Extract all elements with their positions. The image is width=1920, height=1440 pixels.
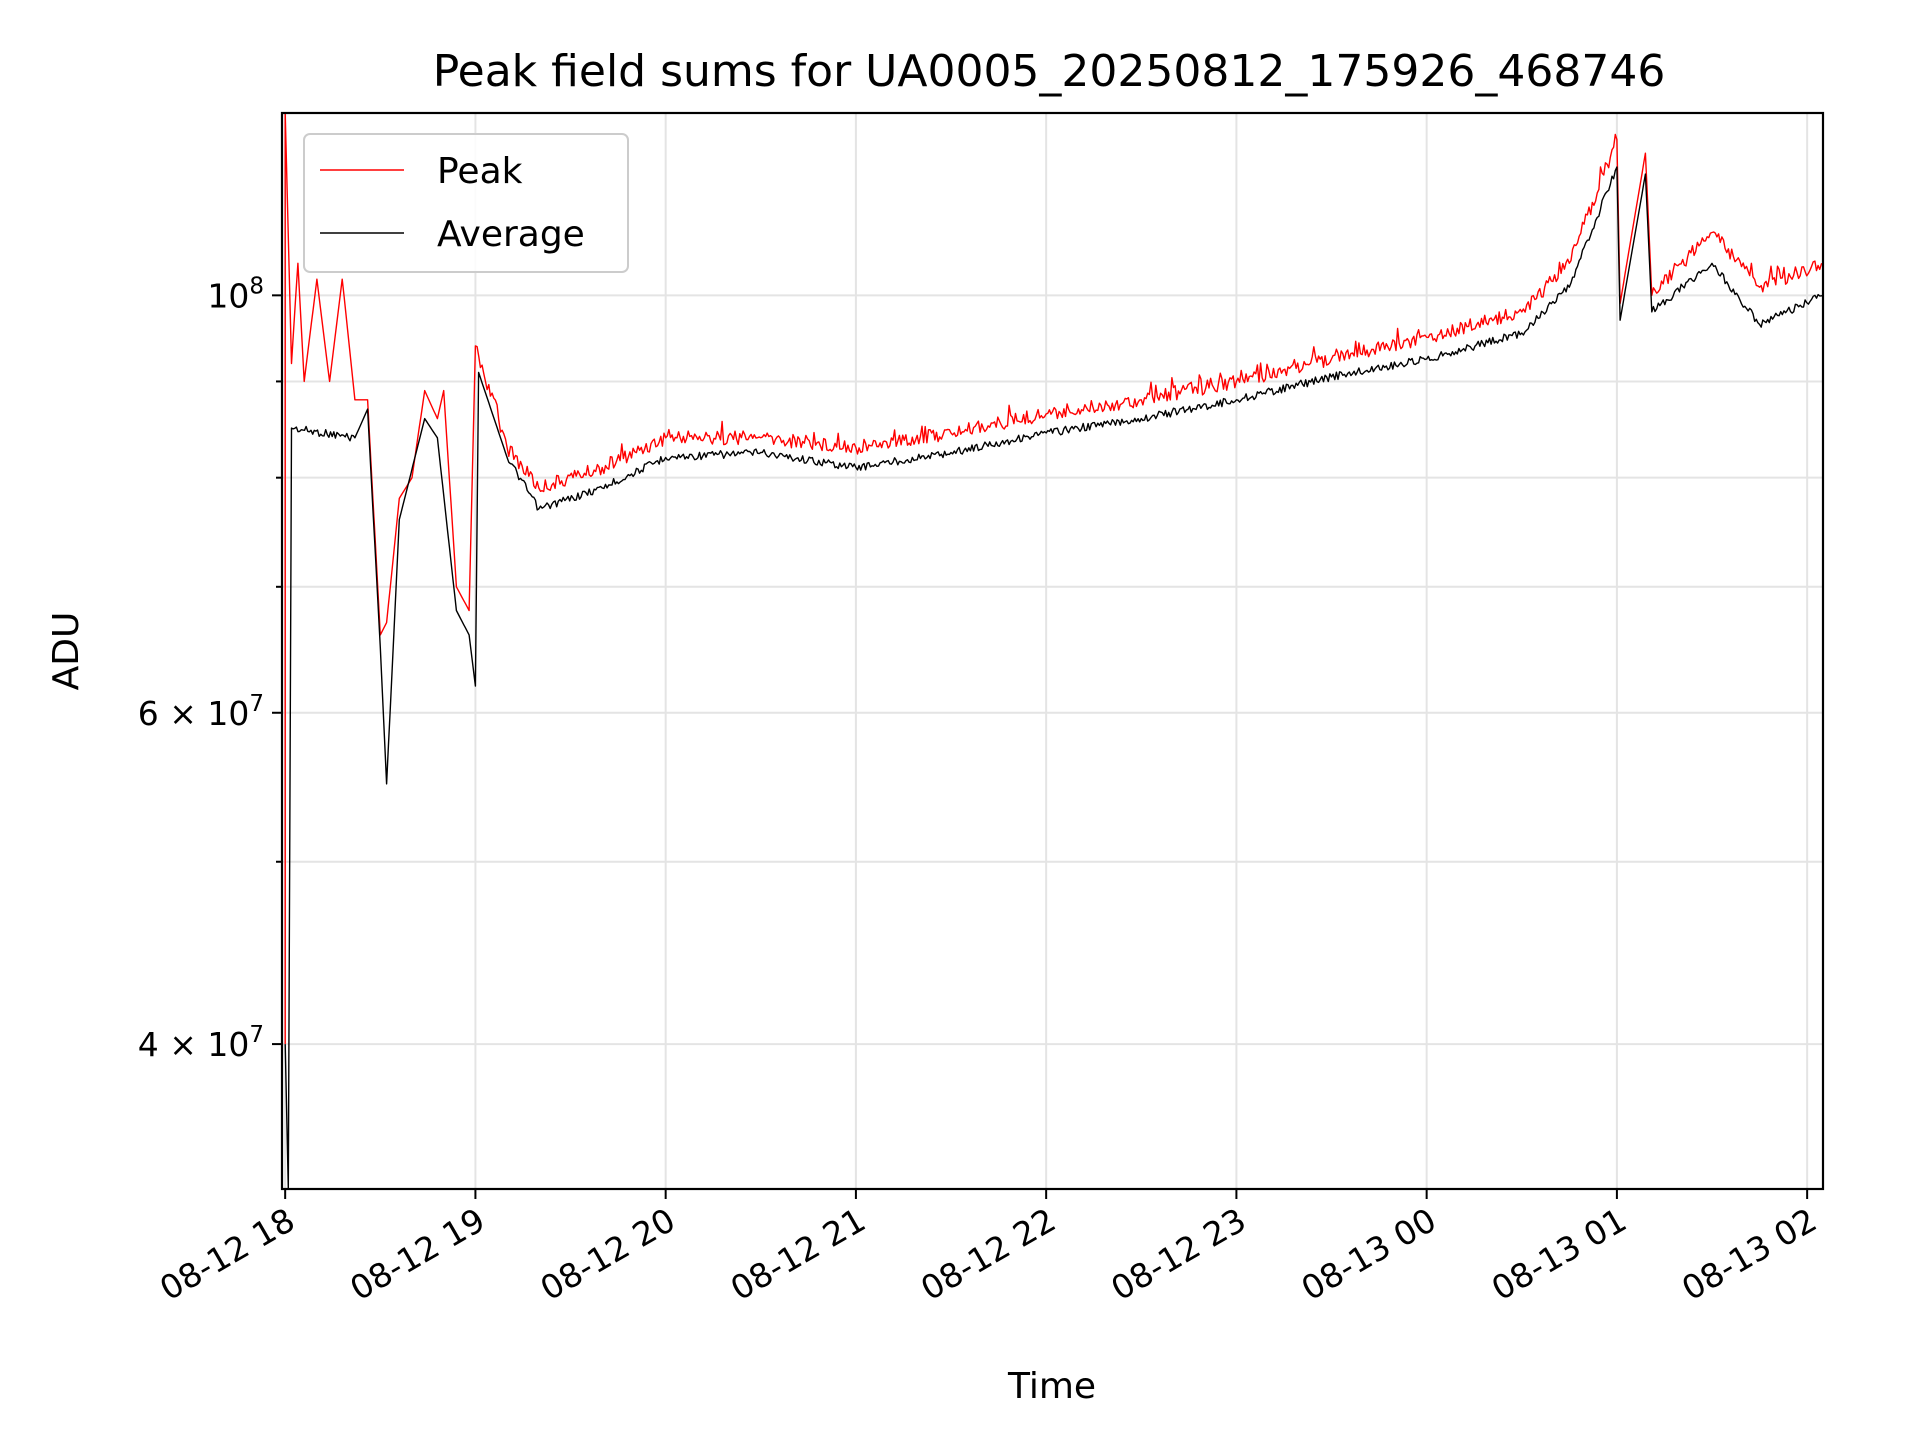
y-tick-label-base: 6 × 10 [138, 694, 250, 733]
y-axis-label: ADU [46, 612, 87, 691]
y-tick-label-base: 4 × 10 [138, 1025, 250, 1064]
y-tick-label-base: 10 [207, 276, 249, 315]
grid-lines [282, 113, 1823, 1189]
y-tick-label: 4 × 107 [138, 1022, 264, 1064]
series-line-peak [284, 113, 1823, 1045]
legend: Peak Average [303, 133, 629, 273]
y-tick-label: 108 [207, 273, 264, 315]
legend-box [303, 133, 629, 273]
y-tick-label-exponent: 7 [249, 1022, 264, 1048]
y-tick-label-exponent: 7 [249, 691, 264, 717]
y-tick-label-exponent: 8 [249, 273, 264, 299]
axes-frame [280, 111, 1825, 1191]
plot-area [284, 113, 1823, 1189]
legend-label-average: Average [437, 214, 585, 255]
x-axis-label: Time [1007, 1366, 1096, 1407]
y-tick-label: 6 × 107 [138, 691, 264, 733]
series-line-average [284, 166, 1823, 1189]
chart-title: Peak field sums for UA0005_20250812_1759… [433, 46, 1666, 97]
legend-label-peak: Peak [437, 151, 523, 192]
